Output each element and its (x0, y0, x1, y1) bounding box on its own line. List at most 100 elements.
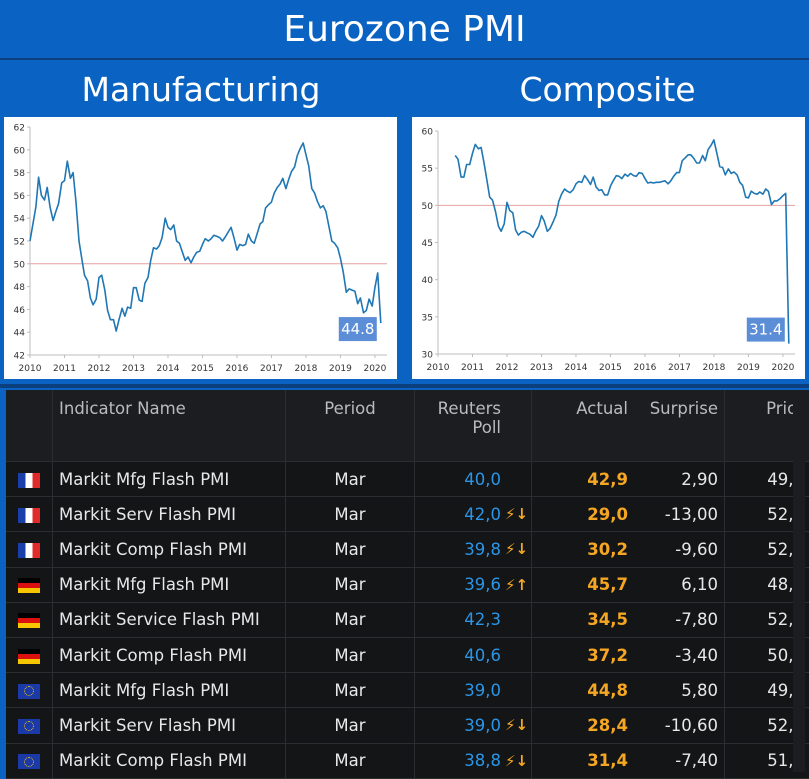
actual: 34,5 (532, 602, 635, 637)
reuters-poll: 38,8 (415, 743, 506, 778)
reuters-poll: 40,0 (415, 462, 506, 497)
actual: 29,0 (532, 497, 635, 532)
surprise: -7,80 (634, 602, 725, 637)
x-tick-label: 2011 (53, 364, 76, 374)
x-tick-label: 2015 (191, 364, 214, 374)
y-tick-label: 50 (422, 202, 434, 212)
eu-flag-icon (18, 684, 40, 699)
surprise-arrow-icon (505, 462, 532, 497)
indicator-name: Markit Service Flash PMI (53, 602, 286, 637)
indicator-name: Markit Serv Flash PMI (53, 497, 286, 532)
x-tick-label: 2010 (19, 364, 42, 374)
germany-flag-icon (18, 649, 40, 664)
reuters-poll: 40,6 (415, 637, 506, 672)
y-tick-label: 56 (14, 192, 26, 202)
surprise-arrow-icon: ⚡↓ (505, 532, 532, 567)
x-tick-label: 2017 (668, 363, 691, 373)
indicator-name: Markit Comp Flash PMI (53, 637, 286, 672)
surprise: -9,60 (634, 532, 725, 567)
x-tick-label: 2010 (427, 363, 450, 373)
flag-cell (6, 497, 53, 532)
y-tick-label: 46 (14, 306, 26, 316)
actual: 31,4 (532, 743, 635, 778)
x-tick-label: 2014 (157, 364, 180, 374)
flag-cell (6, 532, 53, 567)
header-flag (6, 390, 53, 462)
header-surprise[interactable]: Surprise (634, 390, 725, 462)
germany-flag-icon (18, 613, 40, 628)
last-value-label: 31.4 (749, 321, 782, 339)
france-flag-icon (18, 473, 40, 488)
x-tick-label: 2013 (530, 363, 553, 373)
surprise-arrow-icon: ⚡↑ (505, 567, 532, 602)
x-tick-label: 2018 (702, 363, 725, 373)
x-tick-label: 2013 (122, 364, 145, 374)
eu-flag-icon (18, 754, 40, 769)
surprise-arrow-icon (505, 673, 532, 708)
header-actual[interactable]: Actual (532, 390, 635, 462)
y-tick-label: 58 (14, 169, 26, 179)
flag-cell (6, 637, 53, 672)
actual: 42,9 (532, 462, 635, 497)
france-flag-icon (18, 508, 40, 523)
manufacturing-title: Manufacturing (0, 66, 402, 112)
divider (0, 58, 809, 60)
indicator-name: Markit Mfg Flash PMI (53, 462, 286, 497)
table-scrollbar[interactable] (793, 390, 805, 772)
series-line (455, 140, 789, 344)
surprise: 2,90 (634, 462, 725, 497)
period: Mar (286, 567, 415, 602)
x-tick-label: 2012 (88, 364, 111, 374)
flag-cell (6, 743, 53, 778)
y-tick-label: 42 (14, 352, 25, 362)
indicator-name: Markit Mfg Flash PMI (53, 673, 286, 708)
reuters-poll: 42,3 (415, 602, 506, 637)
surprise-arrow-icon (505, 602, 532, 637)
eu-flag-icon (18, 719, 40, 734)
y-tick-label: 44 (14, 329, 26, 339)
page-title: Eurozone PMI (0, 0, 809, 58)
reuters-poll: 39,6 (415, 567, 506, 602)
actual: 45,7 (532, 567, 635, 602)
last-value-label: 44.8 (341, 320, 374, 338)
y-tick-label: 55 (422, 165, 433, 175)
header-indicator[interactable]: Indicator Name (53, 390, 286, 462)
actual: 37,2 (532, 637, 635, 672)
period: Mar (286, 532, 415, 567)
period: Mar (286, 673, 415, 708)
surprise-arrow-icon (505, 637, 532, 672)
header-period[interactable]: Period (286, 390, 415, 462)
x-tick-label: 2020 (771, 363, 794, 373)
surprise-arrow-icon: ⚡↓ (505, 708, 532, 743)
x-tick-label: 2019 (329, 364, 352, 374)
y-tick-label: 45 (422, 239, 433, 249)
flag-cell (6, 673, 53, 708)
y-tick-label: 40 (422, 276, 434, 286)
period: Mar (286, 497, 415, 532)
reuters-poll: 39,8 (415, 532, 506, 567)
surprise: 6,10 (634, 567, 725, 602)
x-tick-label: 2016 (634, 363, 657, 373)
indicator-name: Markit Comp Flash PMI (53, 532, 286, 567)
surprise: -7,40 (634, 743, 725, 778)
period: Mar (286, 708, 415, 743)
composite-title: Composite (406, 66, 809, 112)
period: Mar (286, 637, 415, 672)
period: Mar (286, 602, 415, 637)
flag-cell (6, 567, 53, 602)
